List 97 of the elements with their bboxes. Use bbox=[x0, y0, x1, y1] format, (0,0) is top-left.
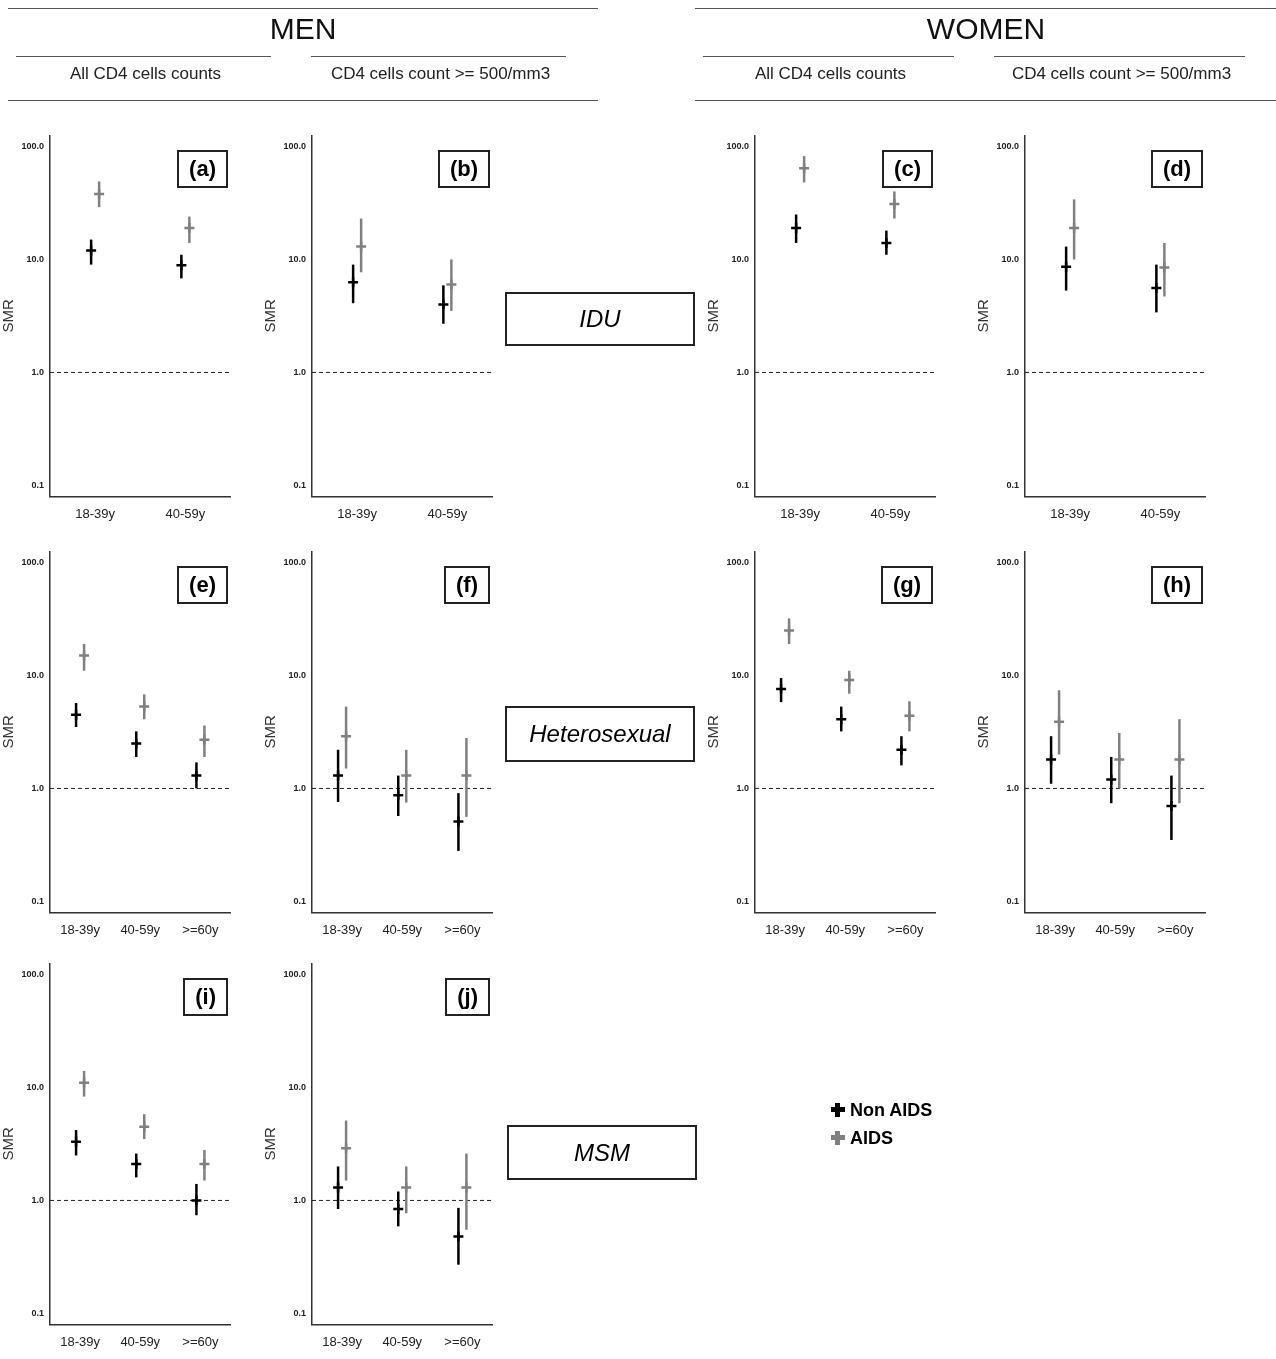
x-tick-label: 40-59y bbox=[1095, 921, 1136, 937]
annotation: (j) bbox=[445, 978, 490, 1016]
x-tick-label: 40-59y bbox=[870, 505, 911, 521]
y-tick-label: 10.0 bbox=[731, 253, 749, 264]
x-tick-label: 18-39y bbox=[765, 921, 806, 937]
text: CD4 cells count >= 500/mm3 bbox=[1010, 64, 1233, 84]
annotation: (a) bbox=[177, 150, 228, 188]
y-tick-label: 10.0 bbox=[26, 1081, 44, 1092]
y-tick-label: 0.1 bbox=[736, 895, 749, 906]
legend-label: AIDS bbox=[850, 1127, 894, 1149]
annotation: (b) bbox=[437, 150, 490, 188]
y-axis-title: SMR bbox=[261, 299, 279, 333]
x-tick-label: 18-39y bbox=[75, 505, 116, 521]
x-tick-label: 18-39y bbox=[780, 505, 821, 521]
y-tick-label: 100.0 bbox=[283, 140, 306, 151]
y-tick-label: 10.0 bbox=[288, 1081, 306, 1092]
text: MSM bbox=[507, 1125, 697, 1180]
x-tick-label: 18-39y bbox=[1050, 505, 1091, 521]
text: MEN bbox=[268, 12, 338, 46]
y-axis-title: SMR bbox=[261, 715, 279, 749]
y-tick-label: 100.0 bbox=[21, 968, 44, 979]
y-tick-label: 100.0 bbox=[996, 140, 1019, 151]
x-tick-label: >=60y bbox=[887, 921, 924, 937]
y-tick-label: 0.1 bbox=[31, 1307, 44, 1318]
y-tick-label: 0.1 bbox=[31, 479, 44, 490]
text: CD4 cells count >= 500/mm3 bbox=[329, 64, 552, 84]
y-tick-label: 100.0 bbox=[283, 968, 306, 979]
y-tick-label: 0.1 bbox=[293, 1307, 306, 1318]
x-tick-label: 18-39y bbox=[1035, 921, 1076, 937]
legend-label: Non AIDS bbox=[850, 1099, 933, 1121]
annotation: (c) bbox=[882, 150, 933, 188]
x-tick-label: 18-39y bbox=[60, 921, 101, 937]
y-axis-title: SMR bbox=[0, 299, 17, 333]
x-tick-label: 40-59y bbox=[165, 505, 206, 521]
y-tick-label: 0.1 bbox=[293, 895, 306, 906]
y-tick-label: 0.1 bbox=[736, 479, 749, 490]
x-tick-label: 40-59y bbox=[382, 921, 423, 937]
x-tick-label: 18-39y bbox=[60, 1333, 101, 1349]
y-tick-label: 10.0 bbox=[26, 669, 44, 680]
y-tick-label: 1.0 bbox=[31, 366, 44, 377]
x-tick-label: 40-59y bbox=[1140, 505, 1181, 521]
y-axis-title: SMR bbox=[974, 299, 992, 333]
text: WOMEN bbox=[925, 12, 1047, 46]
x-tick-label: >=60y bbox=[182, 921, 219, 937]
annotation: (f) bbox=[444, 566, 490, 604]
y-tick-label: 1.0 bbox=[1006, 366, 1019, 377]
y-tick-label: 0.1 bbox=[1006, 479, 1019, 490]
y-tick-label: 100.0 bbox=[726, 556, 749, 567]
x-tick-label: 40-59y bbox=[120, 1333, 161, 1349]
y-tick-label: 10.0 bbox=[1001, 253, 1019, 264]
y-tick-label: 1.0 bbox=[293, 1194, 306, 1205]
y-tick-label: 100.0 bbox=[996, 556, 1019, 567]
y-tick-label: 0.1 bbox=[31, 895, 44, 906]
y-tick-label: 1.0 bbox=[31, 1194, 44, 1205]
y-axis-title: SMR bbox=[0, 715, 17, 749]
y-tick-label: 10.0 bbox=[1001, 669, 1019, 680]
y-axis-title: SMR bbox=[704, 715, 722, 749]
y-axis-title: SMR bbox=[0, 1127, 17, 1161]
y-tick-label: 10.0 bbox=[288, 253, 306, 264]
annotation: (i) bbox=[183, 978, 228, 1016]
y-tick-label: 1.0 bbox=[736, 366, 749, 377]
y-axis-title: SMR bbox=[974, 715, 992, 749]
y-tick-label: 10.0 bbox=[26, 253, 44, 264]
y-tick-label: 10.0 bbox=[731, 669, 749, 680]
y-tick-label: 0.1 bbox=[1006, 895, 1019, 906]
y-tick-label: 100.0 bbox=[283, 556, 306, 567]
y-tick-label: 1.0 bbox=[293, 782, 306, 793]
x-tick-label: >=60y bbox=[444, 1333, 481, 1349]
text: All CD4 cells counts bbox=[68, 64, 223, 84]
text: IDU bbox=[505, 292, 695, 346]
y-tick-label: 1.0 bbox=[1006, 782, 1019, 793]
y-tick-label: 1.0 bbox=[736, 782, 749, 793]
x-tick-label: 40-59y bbox=[427, 505, 468, 521]
x-tick-label: >=60y bbox=[182, 1333, 219, 1349]
y-tick-label: 100.0 bbox=[21, 140, 44, 151]
y-tick-label: 10.0 bbox=[288, 669, 306, 680]
annotation: (h) bbox=[1150, 566, 1203, 604]
x-tick-label: 18-39y bbox=[322, 1333, 363, 1349]
y-tick-label: 100.0 bbox=[726, 140, 749, 151]
x-tick-label: >=60y bbox=[1157, 921, 1194, 937]
annotation: (e) bbox=[177, 566, 228, 604]
y-tick-label: 100.0 bbox=[21, 556, 44, 567]
y-axis-title: SMR bbox=[261, 1127, 279, 1161]
x-tick-label: 40-59y bbox=[382, 1333, 423, 1349]
annotation: (d) bbox=[1150, 150, 1203, 188]
y-tick-label: 0.1 bbox=[293, 479, 306, 490]
x-tick-label: >=60y bbox=[444, 921, 481, 937]
x-tick-label: 40-59y bbox=[120, 921, 161, 937]
x-tick-label: 18-39y bbox=[322, 921, 363, 937]
text: All CD4 cells counts bbox=[753, 64, 908, 84]
x-tick-label: 18-39y bbox=[337, 505, 378, 521]
y-tick-label: 1.0 bbox=[293, 366, 306, 377]
y-tick-label: 1.0 bbox=[31, 782, 44, 793]
text: Heterosexual bbox=[505, 706, 695, 762]
annotation: (g) bbox=[880, 566, 933, 604]
x-tick-label: 40-59y bbox=[825, 921, 866, 937]
y-axis-title: SMR bbox=[704, 299, 722, 333]
